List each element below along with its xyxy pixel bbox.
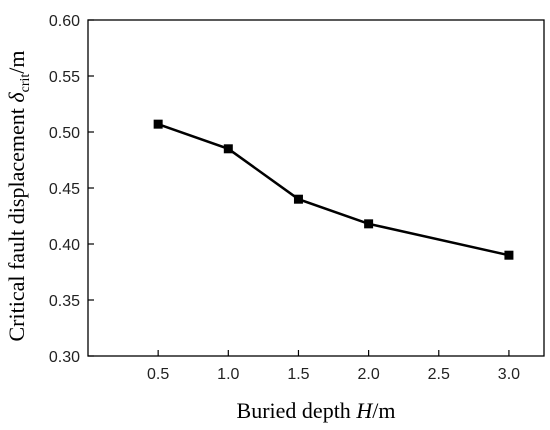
plot-frame	[87, 19, 545, 357]
y-axis-title-prefix: Critical fault displacement	[4, 103, 29, 342]
data-point-marker	[364, 219, 374, 229]
x-axis-title-suffix: /m	[372, 398, 395, 423]
data-markers	[153, 119, 514, 260]
data-point-marker	[153, 119, 163, 129]
series-line	[157, 123, 510, 257]
y-axis-title-subscript: crit	[18, 74, 33, 93]
x-axis-title-symbol: H	[355, 398, 373, 423]
x-axis-title: Buried depth H/m	[237, 398, 396, 423]
x-tick-label: 1.0	[217, 366, 239, 383]
data-point-marker	[504, 250, 514, 260]
y-axis-ticks: 0.30 0.35 0.40 0.45 0.50 0.55 0.60	[49, 13, 94, 366]
y-axis-title-symbol: δ	[4, 92, 29, 103]
x-tick-label: 2.0	[357, 366, 379, 383]
y-tick-label: 0.45	[49, 181, 80, 198]
y-tick-label: 0.30	[49, 349, 80, 366]
y-tick-label: 0.55	[49, 69, 80, 86]
x-tick-label: 3.0	[498, 366, 520, 383]
y-axis-title-suffix: /m	[4, 51, 29, 74]
y-tick-label: 0.50	[49, 125, 80, 142]
y-tick-label: 0.40	[49, 237, 80, 254]
x-axis-title-prefix: Buried depth	[237, 398, 357, 423]
y-axis-title: Critical fault displacement δcrit/m	[4, 51, 33, 342]
y-tick-label: 0.35	[49, 293, 80, 310]
data-point-marker	[223, 144, 233, 154]
x-tick-label: 1.5	[287, 366, 309, 383]
y-tick-label: 0.60	[49, 13, 80, 30]
data-point-marker	[293, 194, 303, 204]
x-axis-ticks: 0.5 1.0 1.5 2.0 2.5 3.0	[147, 350, 520, 383]
x-tick-label: 0.5	[147, 366, 169, 383]
x-tick-label: 2.5	[428, 366, 450, 383]
